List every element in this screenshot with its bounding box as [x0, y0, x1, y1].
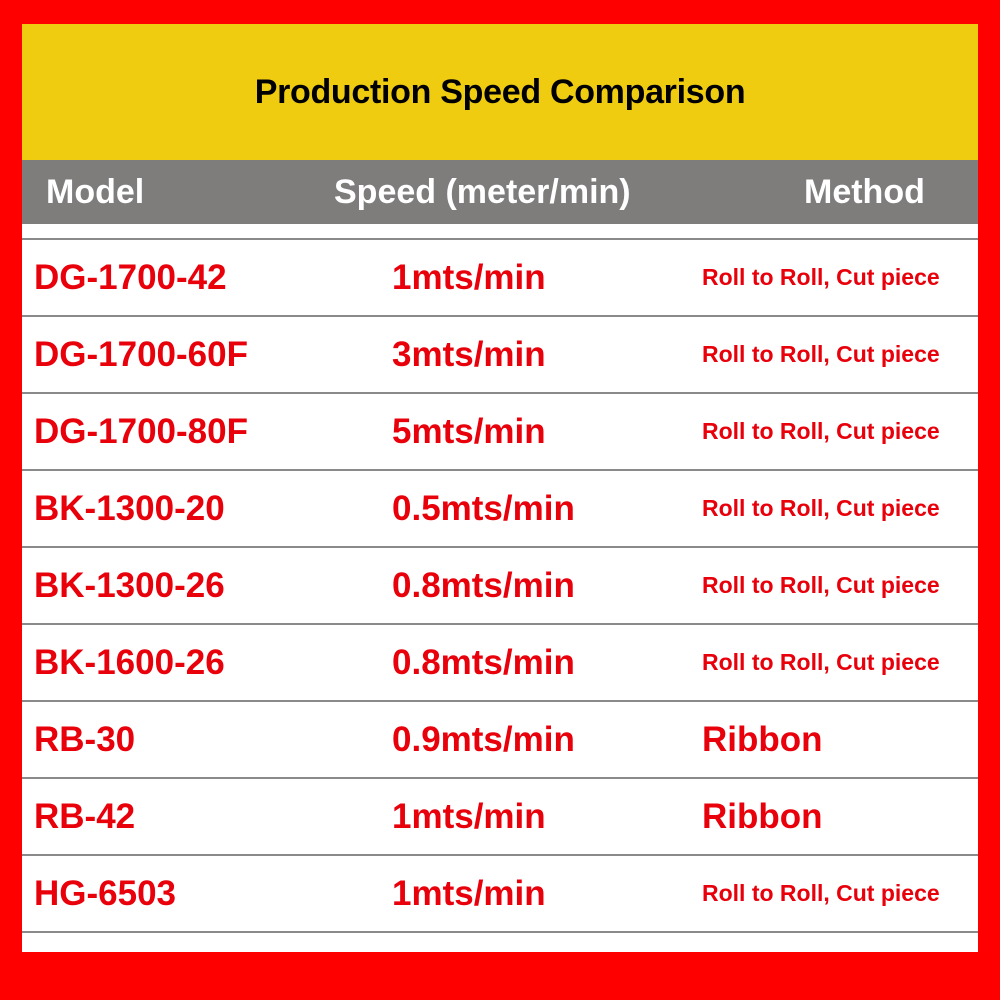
table-body: DG-1700-42 1mts/min Roll to Roll, Cut pi… — [22, 238, 978, 933]
method-cell: Roll to Roll, Cut piece — [702, 341, 940, 367]
method-cell: Roll to Roll, Cut piece — [702, 264, 940, 290]
method-cell: Roll to Roll, Cut piece — [702, 572, 940, 598]
header-model: Model — [46, 173, 145, 211]
speed-cell: 1mts/min — [392, 873, 546, 913]
method-cell: Roll to Roll, Cut piece — [702, 495, 940, 521]
table-row: DG-1700-80F 5mts/min Roll to Roll, Cut p… — [22, 392, 978, 469]
speed-cell: 0.5mts/min — [392, 488, 575, 528]
speed-cell: 3mts/min — [392, 334, 546, 374]
table-row: DG-1700-42 1mts/min Roll to Roll, Cut pi… — [22, 238, 978, 315]
header-method: Method — [804, 173, 925, 211]
speed-cell: 1mts/min — [392, 257, 546, 297]
table-row: HG-6503 1mts/min Roll to Roll, Cut piece — [22, 854, 978, 933]
speed-cell: 5mts/min — [392, 411, 546, 451]
comparison-panel: Production Speed Comparison Model Speed … — [22, 24, 978, 952]
table-header: Model Speed (meter/min) Method — [22, 160, 978, 224]
model-cell: BK-1300-20 — [34, 488, 225, 528]
table-row: BK-1300-20 0.5mts/min Roll to Roll, Cut … — [22, 469, 978, 546]
speed-cell: 0.8mts/min — [392, 565, 575, 605]
method-cell: Roll to Roll, Cut piece — [702, 418, 940, 444]
model-cell: RB-30 — [34, 719, 136, 759]
model-cell: DG-1700-42 — [34, 257, 227, 297]
table-row: BK-1300-26 0.8mts/min Roll to Roll, Cut … — [22, 546, 978, 623]
table-row: RB-30 0.9mts/min Ribbon — [22, 700, 978, 777]
page-title: Production Speed Comparison — [254, 72, 746, 111]
table-row: RB-42 1mts/min Ribbon — [22, 777, 978, 854]
title-bar: Production Speed Comparison — [22, 24, 978, 160]
table-row: BK-1600-26 0.8mts/min Roll to Roll, Cut … — [22, 623, 978, 700]
speed-cell: 0.9mts/min — [392, 719, 575, 759]
speed-cell: 1mts/min — [392, 796, 546, 836]
model-cell: RB-42 — [34, 796, 136, 836]
method-cell: Roll to Roll, Cut piece — [702, 649, 940, 675]
table-row: DG-1700-60F 3mts/min Roll to Roll, Cut p… — [22, 315, 978, 392]
model-cell: DG-1700-60F — [34, 334, 248, 374]
method-cell: Ribbon — [702, 796, 823, 836]
method-cell: Ribbon — [702, 719, 823, 759]
speed-cell: 0.8mts/min — [392, 642, 575, 682]
model-cell: BK-1300-26 — [34, 565, 225, 605]
model-cell: DG-1700-80F — [34, 411, 248, 451]
model-cell: BK-1600-26 — [34, 642, 225, 682]
header-speed: Speed (meter/min) — [334, 173, 631, 211]
method-cell: Roll to Roll, Cut piece — [702, 880, 940, 906]
model-cell: HG-6503 — [34, 873, 177, 913]
